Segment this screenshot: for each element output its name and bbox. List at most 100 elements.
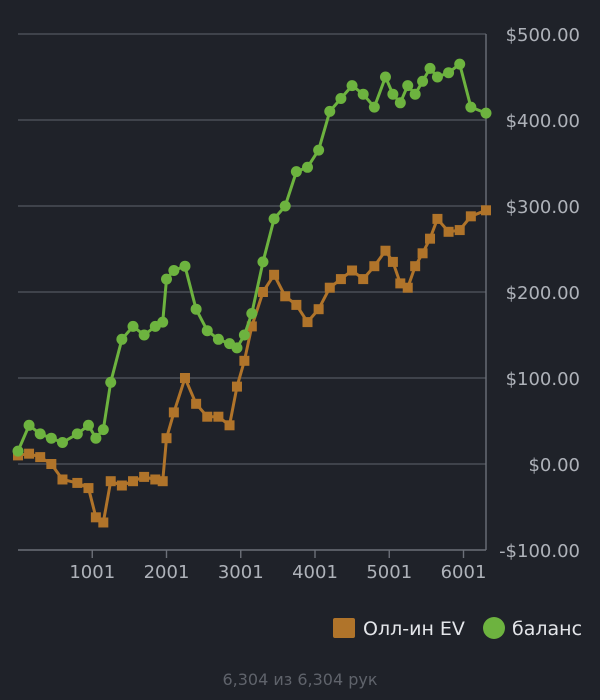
x-tick-label: 6001 (441, 562, 487, 583)
balance-point (424, 62, 436, 74)
allin-ev-point (465, 211, 476, 222)
legend-label-allin-ev: Олл-ин EV (363, 618, 465, 640)
allin-ev-point (57, 474, 68, 485)
allin-ev-point (280, 291, 291, 302)
allin-ev-point (24, 448, 35, 459)
x-axis-tick-labels: 1001 2001 3001 4001 5001 6001 (69, 562, 486, 583)
y-tick-label: $100.00 (506, 369, 580, 390)
balance-point (190, 303, 202, 315)
legend-item-allin-ev[interactable]: Олл-ин EV (333, 618, 465, 640)
balance-point (127, 320, 139, 332)
allin-ev-point (410, 261, 421, 272)
balance-point (313, 144, 325, 156)
grid-lines (18, 33, 487, 558)
balance-point (279, 200, 291, 212)
allin-ev-point (402, 282, 413, 293)
allin-ev-point (246, 321, 257, 332)
balance-point (443, 67, 455, 79)
allin-ev-point (157, 476, 168, 487)
allin-ev-point (369, 261, 380, 272)
x-tick-label: 2001 (144, 562, 190, 583)
allin-ev-point (72, 477, 83, 488)
legend[interactable]: Олл-ин EV баланс (333, 617, 582, 640)
y-tick-label: $400.00 (506, 111, 580, 132)
balance-point (368, 101, 380, 113)
allin-ev-point (269, 269, 280, 280)
x-tick-label: 5001 (366, 562, 412, 583)
allin-ev-point (302, 317, 313, 328)
balance-point (116, 333, 128, 345)
balance-point (56, 437, 68, 448)
balance-point (324, 105, 336, 117)
allin-ev-point (425, 233, 436, 244)
series-balance (12, 58, 492, 457)
allin-ev-point (213, 411, 224, 422)
allin-ev-point (432, 213, 443, 224)
y-tick-label: $300.00 (506, 197, 580, 218)
allin-ev-point (179, 373, 190, 383)
allin-ev-point (454, 225, 465, 236)
balance-point (431, 71, 443, 83)
balance-point (212, 333, 224, 345)
balance-point (379, 71, 391, 83)
balance-point (231, 342, 243, 354)
balance-point (257, 256, 269, 268)
balance-point (480, 107, 492, 119)
allin-ev-point (150, 474, 161, 485)
allin-ev-point (380, 245, 391, 256)
balance-point (238, 329, 250, 341)
x-tick-label: 4001 (292, 562, 338, 583)
allin-ev-legend-swatch (333, 618, 355, 638)
allin-ev-line (16, 208, 488, 524)
allin-ev-point (443, 226, 454, 237)
balance-point (402, 80, 414, 92)
y-tick-label: $200.00 (506, 283, 580, 304)
balance-point (290, 166, 302, 178)
balance-point (335, 93, 347, 104)
allin-ev-point (191, 398, 202, 409)
allin-ev-point (35, 452, 46, 463)
balance-point (357, 88, 369, 100)
legend-label-balance: баланс (512, 618, 582, 640)
allin-ev-point (105, 476, 116, 487)
y-axis-tick-labels: -$100.00 $0.00 $100.00 $200.00 $300.00 $400.0… (499, 25, 580, 562)
allin-ev-point (161, 433, 172, 444)
allin-ev-point (395, 278, 406, 289)
balance-point (168, 265, 180, 276)
y-tick-label: $0.00 (528, 455, 580, 476)
allin-ev-point (335, 274, 346, 285)
series-allin-ev (13, 205, 491, 528)
balance-point (346, 80, 358, 92)
balance-point (138, 329, 150, 341)
series-layer (12, 58, 492, 528)
allin-ev-point (202, 411, 213, 422)
allin-ev-point (139, 471, 150, 482)
balance-point (34, 428, 46, 440)
balance-point (23, 419, 35, 431)
balance-point (82, 419, 94, 431)
allin-ev-point (291, 299, 302, 310)
allin-ev-point (128, 476, 139, 487)
hands-count-footer: 6,304 из 6,304 рук (222, 670, 378, 689)
allin-ev-point (231, 381, 242, 392)
balance-point (454, 58, 466, 70)
balance-point (71, 428, 83, 440)
allin-ev-point (46, 459, 57, 469)
allin-ev-point (417, 248, 428, 259)
balance-point (105, 376, 117, 388)
allin-ev-point (358, 274, 369, 285)
allin-ev-point (387, 256, 398, 267)
y-tick-label: $500.00 (506, 25, 580, 46)
balance-point (90, 432, 102, 444)
allin-ev-point (481, 205, 491, 216)
legend-item-balance[interactable]: баланс (483, 617, 582, 640)
balance-point (161, 273, 173, 285)
allin-ev-point (98, 517, 109, 528)
balance-point (45, 432, 57, 444)
allin-ev-point (257, 287, 268, 297)
balance-point (12, 445, 24, 457)
x-tick-label: 3001 (218, 562, 264, 583)
balance-point (409, 88, 421, 100)
y-tick-label: -$100.00 (499, 541, 580, 562)
